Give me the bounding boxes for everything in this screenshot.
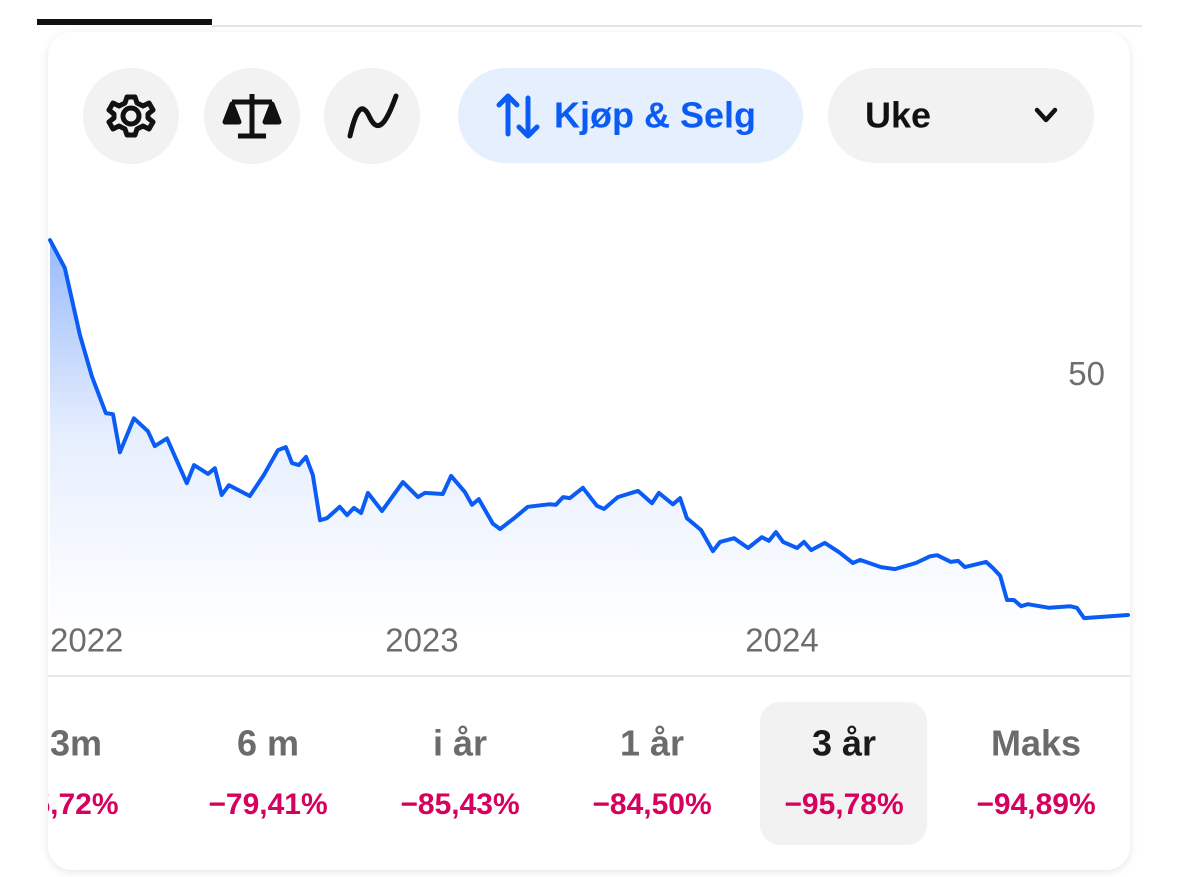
- period-change: −84,50%: [592, 788, 711, 821]
- price-line: [48, 238, 1130, 621]
- period-change: −95,78%: [784, 788, 903, 821]
- period-change: −94,89%: [976, 788, 1095, 821]
- period-label: 1 år: [620, 723, 684, 764]
- y-tick-label: 50: [1068, 355, 1105, 392]
- area-fill: [50, 240, 1128, 634]
- period-label: 6 m: [237, 723, 299, 764]
- selected-tab-bg: [760, 702, 927, 845]
- period-label: 3 år: [812, 723, 876, 764]
- period-tab[interactable]: 1 år −84,50%: [592, 723, 711, 821]
- period-tab[interactable]: i år −85,43%: [400, 723, 519, 821]
- period-tabs: 3m 5,72% 6 m −79,41% i år −85,43% 1 år −84,50% 3…: [33, 702, 1096, 845]
- settings-button[interactable]: [83, 68, 179, 164]
- period-label: Maks: [991, 723, 1081, 764]
- chart-divider: [48, 675, 1130, 677]
- interval-dropdown[interactable]: Uke: [828, 68, 1094, 163]
- period-tab[interactable]: 3m 5,72%: [33, 723, 119, 821]
- tab-indicator: [37, 19, 212, 25]
- period-change: −85,43%: [400, 788, 519, 821]
- chart-style-button[interactable]: [324, 68, 420, 164]
- x-tick-label: 2024: [745, 622, 818, 659]
- chart: 50 2022 2023 2024: [48, 238, 1130, 659]
- period-tab[interactable]: 6 m −79,41%: [208, 723, 327, 821]
- period-label: i år: [433, 723, 487, 764]
- period-label: 3m: [50, 723, 102, 764]
- interval-label: Uke: [865, 95, 931, 136]
- period-change: 5,72%: [33, 788, 118, 821]
- trade-button[interactable]: Kjøp & Selg: [458, 68, 803, 163]
- x-tick-label: 2022: [50, 622, 123, 659]
- period-tab[interactable]: 3 år −95,78%: [760, 702, 927, 845]
- x-tick-label: 2023: [385, 622, 458, 659]
- period-tab[interactable]: Maks −94,89%: [976, 723, 1095, 821]
- period-change: −79,41%: [208, 788, 327, 821]
- card: [48, 32, 1130, 870]
- tab-divider: [212, 25, 1142, 27]
- trade-button-label: Kjøp & Selg: [554, 95, 756, 136]
- compare-button[interactable]: [204, 68, 300, 164]
